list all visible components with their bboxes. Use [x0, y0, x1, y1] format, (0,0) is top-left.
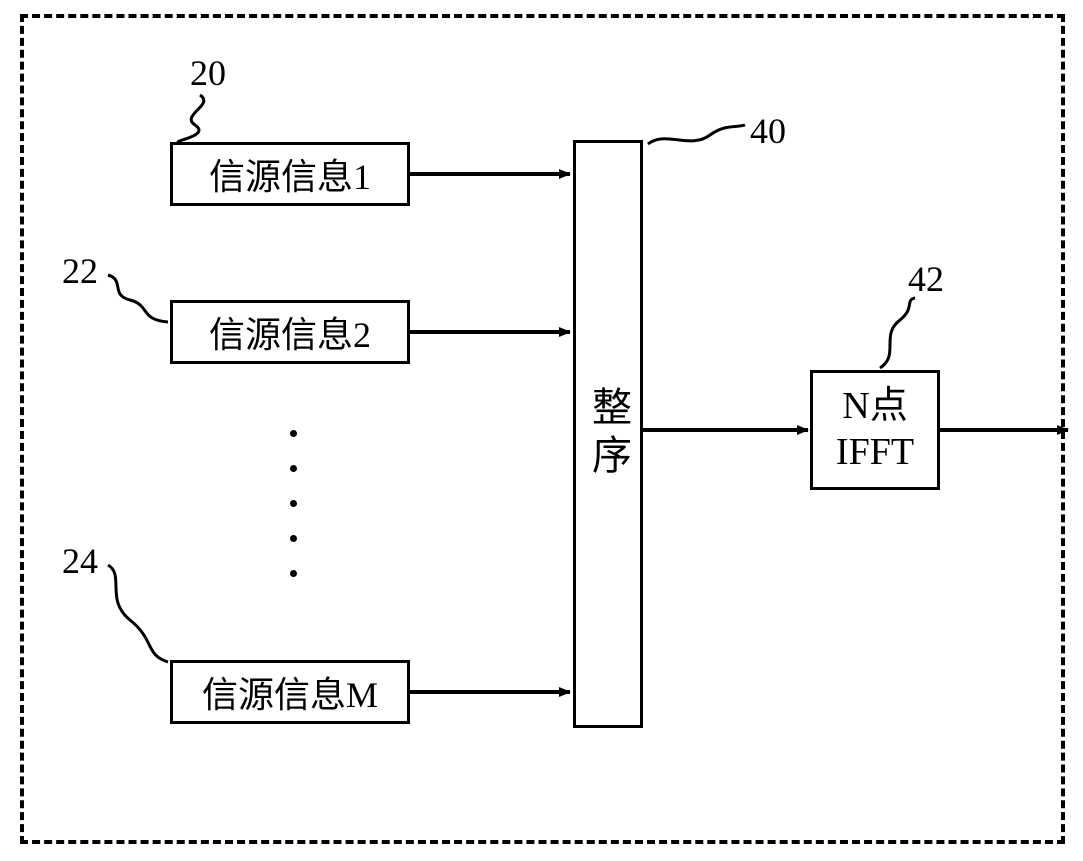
source-box-1: 信源信息1	[170, 142, 410, 206]
sorter-label: 整序	[579, 386, 637, 482]
source-box-2: 信源信息2	[170, 300, 410, 364]
ifft-line2: IFFT	[836, 430, 914, 476]
source-label-1: 信源信息1	[209, 148, 371, 200]
ref-40: 40	[750, 110, 786, 152]
ref-22: 22	[62, 250, 98, 292]
ref-24: 24	[62, 540, 98, 582]
ifft-label: N点 IFFT	[836, 384, 914, 475]
ifft-box: N点 IFFT	[810, 370, 940, 490]
source-box-m: 信源信息M	[170, 660, 410, 724]
source-label-m: 信源信息M	[202, 666, 378, 718]
ref-20: 20	[190, 52, 226, 94]
sorter-box: 整序	[573, 140, 643, 728]
ifft-line1: N点	[836, 384, 914, 430]
ellipsis-dots	[290, 430, 297, 577]
source-label-2: 信源信息2	[209, 306, 371, 358]
ref-42: 42	[908, 258, 944, 300]
